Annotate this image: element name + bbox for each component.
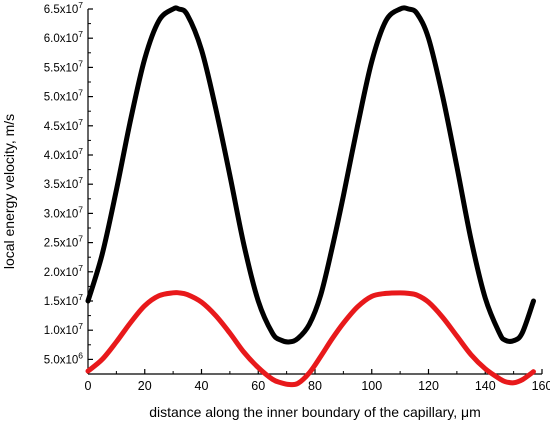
y-tick-label: 4.5x107 xyxy=(44,117,84,133)
y-tick-label: 4.0x107 xyxy=(44,146,84,162)
series-line-1 xyxy=(85,5,536,345)
y-tick-label: 5.0x106 xyxy=(44,350,84,366)
y-tick-label: 6.5x107 xyxy=(44,0,84,16)
x-tick-label: 20 xyxy=(138,379,152,393)
x-tick-label: 100 xyxy=(361,379,382,393)
series-layer xyxy=(85,5,536,388)
series-line-2 xyxy=(85,290,536,388)
x-tick-label: 160 xyxy=(532,379,550,393)
x-tick-label: 80 xyxy=(308,379,322,393)
y-tick-label: 5.5x107 xyxy=(44,58,84,74)
x-tick-label: 140 xyxy=(475,379,496,393)
x-tick-label: 120 xyxy=(418,379,439,393)
y-axis: 5.0x106 1.0x107 1.5x107 2.0x107 2.5x107 3.0x1… xyxy=(44,0,93,374)
y-tick-label: 1.0x107 xyxy=(44,321,84,337)
y-tick-label: 2.5x107 xyxy=(44,234,84,250)
x-axis-label: distance along the inner boundary of the… xyxy=(149,404,481,420)
y-axis-label: local energy velocity, m/s xyxy=(1,114,17,269)
y-tick-label: 3.0x107 xyxy=(44,204,84,220)
x-axis: 0 20 40 60 80 100 120 140 160 xyxy=(85,369,550,393)
y-tick-label: 6.0x107 xyxy=(44,29,84,45)
y-tick-label: 2.0x107 xyxy=(44,263,84,279)
x-tick-label: 40 xyxy=(195,379,209,393)
x-tick-label: 60 xyxy=(251,379,265,393)
y-tick-label: 1.5x107 xyxy=(44,292,84,308)
x-tick-label: 0 xyxy=(85,379,92,393)
y-tick-label: 3.5x107 xyxy=(44,175,84,191)
y-tick-label: 5.0x107 xyxy=(44,88,84,104)
